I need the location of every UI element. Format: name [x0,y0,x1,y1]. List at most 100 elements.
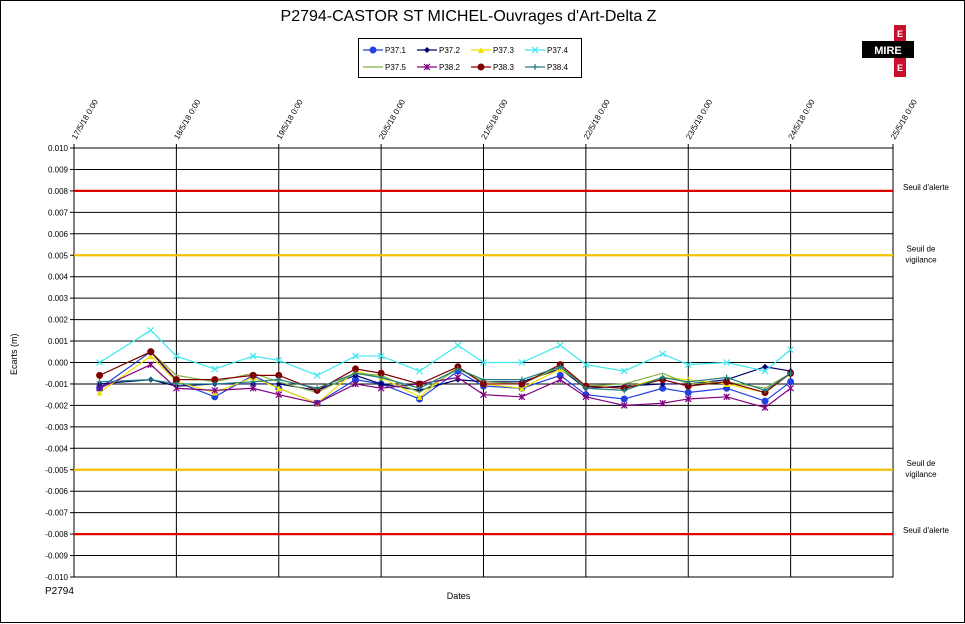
data-point [147,348,155,356]
data-point [762,363,769,370]
data-point [147,326,155,334]
legend-item: P37.2 [417,42,472,58]
svg-text:E: E [897,29,903,39]
data-point [787,384,795,392]
series-P37.4 [96,326,795,379]
data-point [313,371,321,379]
data-point [480,376,487,383]
data-point [416,385,423,392]
legend-item: P38.2 [417,59,472,75]
legend-swatch [363,46,383,54]
mire-logo: MIRE E E [860,23,916,79]
data-point [762,387,769,394]
footer-label: P2794 [45,586,74,597]
series-P38.4 [96,363,794,394]
data-point [518,385,525,392]
data-point [249,371,257,379]
legend-swatch [363,66,383,68]
data-point [518,359,526,366]
data-point [352,380,359,388]
y-tick-label: -0.010 [45,573,68,582]
x-tick-label: 21/5/18 0:00 [479,97,509,141]
data-point [96,371,104,379]
legend-label: P38.3 [493,62,514,72]
data-point [352,352,359,360]
data-point [582,385,589,392]
data-point [378,380,385,387]
data-point [147,361,155,369]
data-point [480,359,487,366]
chart-title: P2794-CASTOR ST MICHEL-Ouvrages d'Art-De… [280,8,657,25]
data-point [659,399,667,407]
threshold-label: Seuil de vigilance [905,244,937,264]
data-point [275,385,282,392]
data-point [147,376,154,383]
threshold-label: Seuil d'alerte [903,526,950,535]
data-point [518,376,525,383]
y-tick-label: -0.002 [45,401,68,410]
data-point [478,47,484,53]
legend-item: P38.4 [525,59,580,75]
y-tick-label: -0.006 [45,487,68,496]
y-tick-label: -0.004 [45,444,68,453]
x-tick-label: 19/5/18 0:00 [275,97,305,141]
legend-label: P37.4 [547,45,568,55]
legend-swatch [417,63,437,71]
y-tick-label: -0.005 [45,466,68,475]
legend-item: P37.4 [525,42,580,58]
data-point [659,374,666,381]
data-point [684,395,692,403]
data-point [582,393,590,401]
data-point [377,352,385,360]
data-point [621,387,628,394]
x-tick-label: 24/5/18 0:00 [787,97,817,141]
data-point [172,352,180,360]
legend-label: P38.4 [547,62,568,72]
y-tick-label: -0.001 [45,380,68,389]
data-point [480,391,487,399]
x-tick-label: 23/5/18 0:00 [684,97,714,141]
data-point [250,378,257,385]
data-point [477,63,485,71]
data-point [211,365,219,373]
data-point [761,397,769,405]
data-point [531,46,539,54]
data-point [211,386,219,394]
data-point [249,384,257,392]
data-point [723,393,731,401]
y-tick-label: 0.004 [48,273,69,282]
data-point [96,389,103,396]
x-tick-label: 18/5/18 0:00 [172,97,202,141]
legend-label: P38.2 [439,62,460,72]
y-tick-label: -0.009 [45,552,68,561]
series-P38.2 [96,361,795,411]
data-point [532,64,538,70]
data-point [454,365,461,372]
data-point [787,346,795,354]
data-point [620,367,628,375]
legend-item: P37.1 [363,42,418,58]
legend-label: P37.5 [385,62,406,72]
data-point [275,376,282,383]
x-tick-label: 25/5/18 0:00 [889,97,919,141]
x-tick-label: 17/5/18 0:00 [70,97,100,141]
x-tick-label: 22/5/18 0:00 [582,97,612,141]
data-point [314,385,321,392]
threshold-label: Seuil de vigilance [905,459,937,479]
y-tick-label: 0.009 [48,165,69,174]
data-point [147,353,154,360]
data-point [518,393,526,401]
data-point [723,359,731,366]
y-tick-label: 0.010 [48,144,69,153]
legend-label: P37.2 [439,45,460,55]
data-point [211,380,218,387]
svg-text:E: E [897,63,903,73]
data-point [377,384,385,392]
data-point [369,46,377,54]
data-point [249,352,257,360]
y-tick-label: 0.002 [48,316,69,325]
legend-label: P37.3 [493,45,514,55]
legend-swatch [525,64,545,70]
data-point [787,378,795,386]
